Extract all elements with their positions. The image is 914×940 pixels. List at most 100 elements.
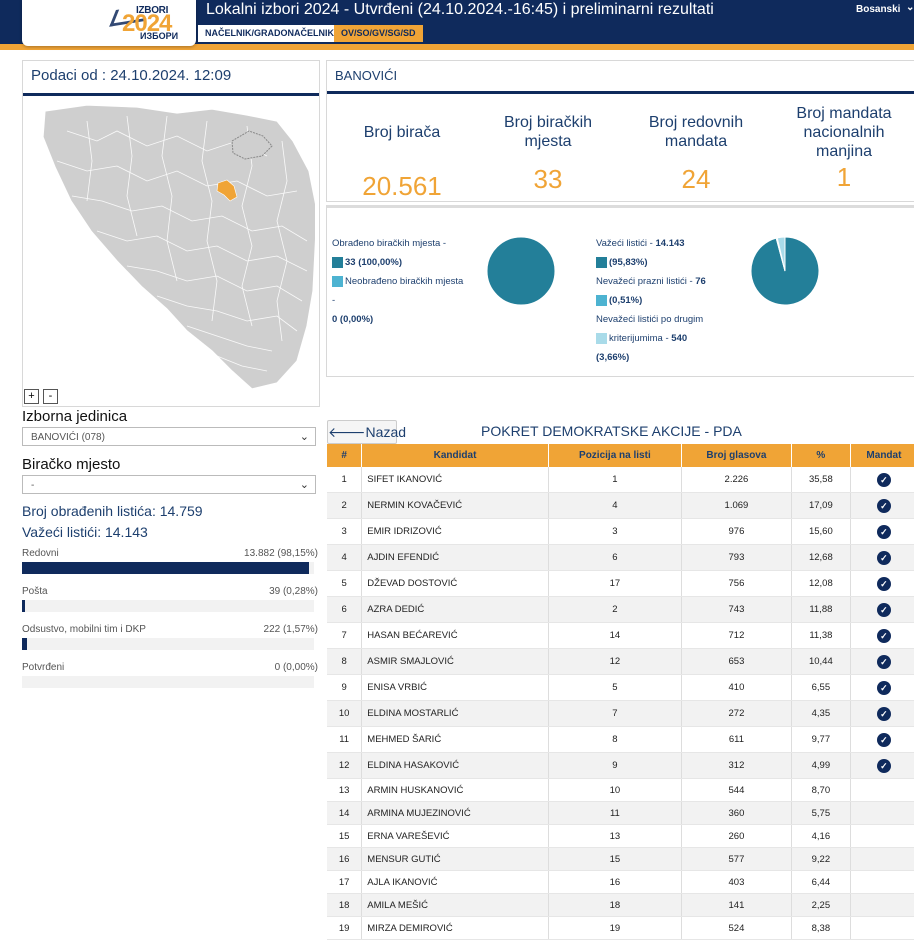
cell-percent: 4,16 bbox=[791, 824, 851, 848]
cell-percent: 12,68 bbox=[791, 544, 851, 571]
cell-number: 7 bbox=[327, 622, 363, 649]
polling-station-value: - bbox=[31, 480, 35, 491]
legend-pct: (0,51%) bbox=[609, 295, 643, 306]
back-button[interactable]: 🡐Nazad bbox=[327, 420, 406, 444]
kpi-value: 33 bbox=[533, 164, 563, 194]
tab-mayor[interactable]: NAČELNIK/GRADONAČELNIK bbox=[198, 25, 341, 42]
legend-value: 540 bbox=[671, 333, 688, 344]
logo-line1: IZBORI bbox=[136, 5, 169, 16]
cell-candidate: DŽEVAD DOSTOVIĆ bbox=[361, 570, 549, 597]
cell-mandate: ✓ bbox=[850, 596, 914, 623]
cell-list-position: 17 bbox=[548, 570, 682, 597]
izbori-logo[interactable]: IZBORI 2024 ИЗБОРИ bbox=[109, 2, 186, 42]
valid-ballots: Važeći listići: 14.143 bbox=[22, 524, 148, 540]
legend-text: Obrađeno biračkih mjesta - bbox=[332, 238, 447, 249]
header-stripe bbox=[0, 44, 914, 50]
pie-chart-ballots bbox=[750, 236, 820, 306]
cell-list-position: 8 bbox=[548, 726, 682, 753]
cell-candidate: AZRA DEDIĆ bbox=[361, 596, 549, 623]
cell-mandate bbox=[850, 916, 914, 940]
page-title: Lokalni izbori 2024 - Utvrđeni (24.10.20… bbox=[206, 1, 714, 18]
electoral-unit-select[interactable]: BANOVIĆI (078) ⌄ bbox=[22, 427, 316, 446]
table-row: 3 EMIR IDRIZOVIĆ 3 976 15,60 ✓ bbox=[327, 518, 914, 545]
cell-votes: 2.226 bbox=[681, 467, 792, 493]
col-mandate[interactable]: Mandat bbox=[850, 444, 914, 467]
legend-swatch bbox=[332, 275, 343, 287]
cell-number: 6 bbox=[327, 596, 363, 623]
cell-number: 10 bbox=[327, 700, 363, 727]
processed-ballots: Broj obrađenih listića: 14.759 bbox=[22, 503, 203, 519]
cell-candidate: ARMIN HUSKANOVIĆ bbox=[361, 778, 549, 802]
cell-percent: 17,09 bbox=[791, 492, 851, 519]
cell-mandate: ✓ bbox=[850, 726, 914, 753]
check-circle-icon: ✓ bbox=[876, 550, 891, 565]
cell-percent: 6,44 bbox=[791, 870, 851, 894]
polling-station-label: Biračko mjesto bbox=[22, 456, 121, 473]
kpi-value: 1 bbox=[836, 162, 852, 192]
cell-number: 9 bbox=[327, 674, 363, 701]
cell-votes: 260 bbox=[681, 824, 792, 848]
cell-list-position: 6 bbox=[548, 544, 682, 571]
col-votes[interactable]: Broj glasova bbox=[681, 444, 792, 467]
bih-map[interactable] bbox=[27, 101, 315, 391]
legend-swatch bbox=[596, 294, 607, 306]
progress-bar-confirmed bbox=[22, 676, 314, 688]
check-circle-icon: ✓ bbox=[876, 732, 891, 747]
cell-percent: 6,55 bbox=[791, 674, 851, 701]
pie2-legend: Važeći listići - 14.143 (95,83%) Nevažeć… bbox=[596, 234, 721, 367]
zoom-out-button[interactable]: - bbox=[43, 389, 58, 404]
cell-list-position: 10 bbox=[548, 778, 682, 802]
cell-candidate: MENSUR GUTIĆ bbox=[361, 847, 549, 871]
col-list-position[interactable]: Pozicija na listi bbox=[548, 444, 682, 467]
cell-mandate bbox=[850, 824, 914, 848]
cell-number: 16 bbox=[327, 847, 363, 871]
electoral-unit-value: BANOVIĆI (078) bbox=[31, 432, 105, 443]
legend-text: Nevažeći prazni listići - bbox=[596, 276, 693, 287]
language-selector[interactable]: Bosanski ⌄ bbox=[856, 2, 914, 15]
electoral-unit-label: Izborna jedinica bbox=[22, 408, 128, 425]
progress-fill bbox=[22, 638, 27, 650]
check-circle-icon: ✓ bbox=[876, 758, 891, 773]
cell-candidate: AMILA MEŠIĆ bbox=[361, 893, 549, 917]
cell-mandate bbox=[850, 778, 914, 802]
progress-fill bbox=[22, 600, 25, 612]
cell-votes: 712 bbox=[681, 622, 792, 649]
results-table: # Kandidat Pozicija na listi Broj glasov… bbox=[327, 444, 914, 940]
progress-name: Redovni bbox=[22, 548, 59, 559]
pie-slice-0 bbox=[486, 236, 556, 306]
kpi-title: Broj mandata nacionalnih manjina bbox=[796, 105, 892, 160]
logo-card[interactable]: IZBORI 2024 ИЗБОРИ bbox=[22, 0, 196, 46]
cell-mandate: ✓ bbox=[850, 518, 914, 545]
check-circle-icon: ✓ bbox=[876, 706, 891, 721]
cell-mandate: ✓ bbox=[850, 622, 914, 649]
tab-council[interactable]: OV/SO/GV/SG/SD bbox=[334, 25, 423, 42]
pie-slice-2 bbox=[776, 236, 786, 272]
legend-text: kriterijumima - bbox=[609, 333, 669, 344]
cell-candidate: ERNA VAREŠEVIĆ bbox=[361, 824, 549, 848]
cell-mandate: ✓ bbox=[850, 674, 914, 701]
cell-votes: 976 bbox=[681, 518, 792, 545]
progress-fill bbox=[22, 562, 309, 574]
table-row: 19 MIRZA DEMIROVIĆ 19 524 8,38 bbox=[327, 916, 914, 940]
cell-number: 4 bbox=[327, 544, 363, 571]
zoom-in-button[interactable]: + bbox=[24, 389, 39, 404]
cell-list-position: 7 bbox=[548, 700, 682, 727]
col-number[interactable]: # bbox=[327, 444, 363, 467]
cell-percent: 11,88 bbox=[791, 596, 851, 623]
cell-votes: 403 bbox=[681, 870, 792, 894]
progress-name: Odsustvo, mobilni tim i DKP bbox=[22, 624, 146, 635]
cell-candidate: ENISA VRBIĆ bbox=[361, 674, 549, 701]
col-candidate[interactable]: Kandidat bbox=[361, 444, 549, 467]
logo-year: 2024 bbox=[122, 10, 172, 37]
cell-mandate: ✓ bbox=[850, 544, 914, 571]
cell-votes: 360 bbox=[681, 801, 792, 825]
cell-percent: 15,60 bbox=[791, 518, 851, 545]
municipality-name: BANOVIĆI bbox=[327, 61, 914, 94]
cell-number: 18 bbox=[327, 893, 363, 917]
chevron-down-icon: ⌄ bbox=[299, 479, 309, 491]
cell-number: 14 bbox=[327, 801, 363, 825]
col-percent[interactable]: % bbox=[791, 444, 851, 467]
cell-number: 5 bbox=[327, 570, 363, 597]
legend-item: Neobrađeno biračkih mjesta - 0 (0,00%) bbox=[332, 272, 467, 329]
polling-station-select[interactable]: - ⌄ bbox=[22, 475, 316, 494]
